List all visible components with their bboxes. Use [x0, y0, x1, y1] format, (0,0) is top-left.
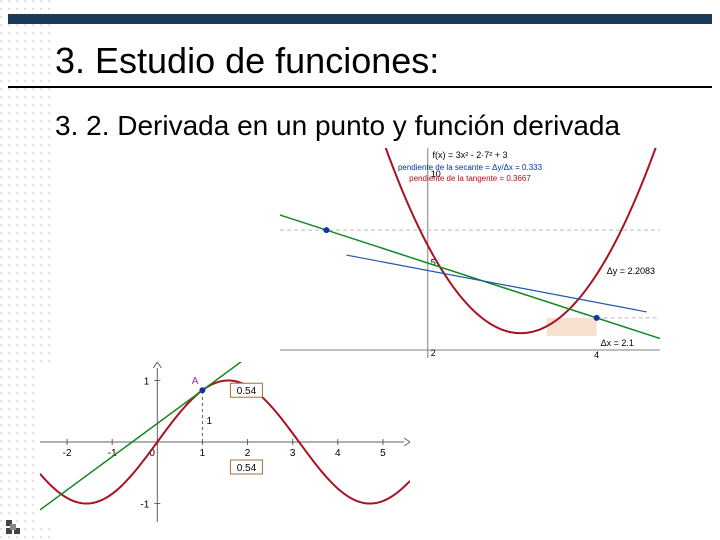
svg-text:pendiente de la secante = Δy/Δ: pendiente de la secante = Δy/Δx = 0.333	[398, 163, 543, 172]
slide-title: 3. Estudio de funciones:	[55, 40, 439, 82]
title-underline	[8, 86, 712, 88]
svg-text:1: 1	[206, 416, 212, 427]
svg-text:3: 3	[290, 448, 296, 459]
svg-text:0.54: 0.54	[237, 386, 257, 397]
svg-text:pendiente de la tangente = 0.3: pendiente de la tangente = 0.3667	[409, 174, 531, 183]
corner-decor-icon	[6, 512, 28, 534]
svg-text:f(x) = 3x² - 2·7² + 3: f(x) = 3x² - 2·7² + 3	[432, 150, 507, 160]
svg-text:4: 4	[594, 350, 599, 358]
svg-text:Δy = 2.2083: Δy = 2.2083	[607, 266, 655, 276]
svg-text:1: 1	[200, 448, 206, 459]
svg-text:5: 5	[380, 448, 386, 459]
svg-text:4: 4	[335, 448, 341, 459]
svg-text:A: A	[192, 376, 199, 387]
slide-subtitle: 3. 2. Derivada en un punto y función der…	[55, 108, 655, 143]
svg-text:-2: -2	[63, 448, 72, 459]
svg-text:0.54: 0.54	[237, 463, 257, 474]
svg-text:1: 1	[144, 376, 150, 387]
svg-text:2: 2	[245, 448, 251, 459]
top-bar	[8, 14, 712, 24]
parabola-chart: 10524f(x) = 3x² - 2·7² + 3pendiente de l…	[280, 148, 660, 358]
svg-text:2: 2	[431, 348, 436, 358]
svg-text:Δx = 2.1: Δx = 2.1	[601, 338, 634, 348]
svg-text:-1: -1	[140, 500, 149, 511]
sine-chart: -2-1012345-11A10.540.54	[40, 362, 410, 522]
